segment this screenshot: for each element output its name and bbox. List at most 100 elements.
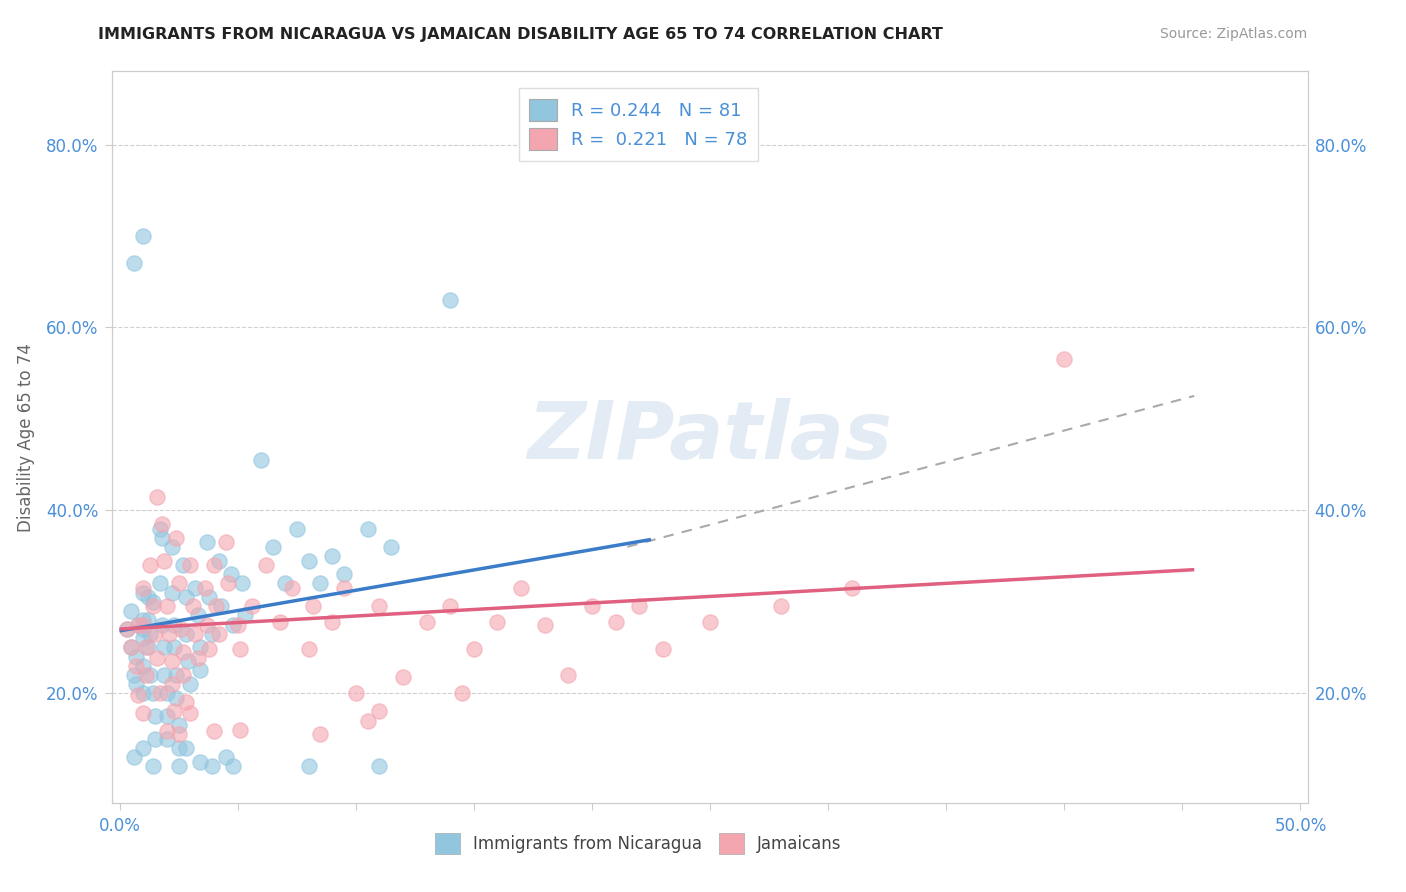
Legend: Immigrants from Nicaragua, Jamaicans: Immigrants from Nicaragua, Jamaicans (429, 827, 848, 860)
Point (297, 642, 319, 657)
Point (127, 617, 149, 632)
Point (149, 521, 172, 535)
Point (356, 521, 378, 535)
Point (139, 667, 162, 681)
Point (120, 640, 142, 655)
Point (229, 642, 252, 657)
Point (605, 615, 627, 629)
Point (184, 626, 207, 640)
Point (115, 622, 138, 636)
Point (463, 642, 485, 657)
Point (136, 640, 159, 655)
Point (165, 531, 187, 545)
Point (219, 567, 242, 582)
Point (149, 576, 172, 591)
Point (132, 622, 155, 636)
Point (167, 718, 190, 732)
Point (122, 256, 145, 270)
Point (139, 558, 162, 573)
Point (222, 617, 245, 632)
Point (285, 521, 308, 535)
Point (215, 750, 238, 764)
Point (208, 626, 231, 640)
Point (309, 727, 332, 741)
Point (163, 640, 186, 655)
Point (184, 581, 207, 595)
Point (181, 599, 204, 614)
Point (208, 553, 231, 567)
Point (136, 613, 159, 627)
Point (172, 645, 194, 659)
Point (153, 553, 176, 567)
Point (174, 695, 197, 709)
Point (143, 709, 166, 723)
Point (186, 608, 208, 623)
Point (135, 667, 157, 681)
Point (150, 617, 173, 632)
Point (163, 705, 186, 719)
Point (132, 740, 155, 755)
Point (451, 686, 474, 700)
Point (146, 651, 169, 665)
Point (651, 642, 673, 657)
Point (142, 594, 165, 608)
Point (132, 706, 155, 721)
Point (439, 599, 461, 614)
Point (132, 585, 155, 599)
Point (122, 750, 145, 764)
Point (115, 622, 138, 636)
Point (156, 731, 179, 746)
Point (174, 740, 197, 755)
Point (841, 581, 863, 595)
Point (127, 617, 149, 632)
Point (297, 759, 319, 773)
Point (222, 759, 245, 773)
Point (250, 453, 273, 467)
Point (160, 677, 183, 691)
Point (380, 540, 402, 554)
Point (156, 686, 179, 700)
Point (198, 642, 221, 657)
Point (215, 535, 238, 549)
Point (209, 599, 232, 614)
Point (172, 558, 194, 573)
Point (146, 490, 169, 504)
Point (132, 617, 155, 632)
Point (120, 640, 142, 655)
Point (356, 714, 378, 728)
Point (127, 688, 149, 702)
Point (368, 705, 391, 719)
Point (160, 654, 183, 668)
Point (142, 686, 165, 700)
Point (149, 686, 172, 700)
Point (344, 686, 367, 700)
Point (142, 599, 165, 614)
Point (125, 649, 148, 664)
Point (132, 632, 155, 646)
Point (368, 599, 391, 614)
Point (150, 531, 173, 545)
Point (194, 581, 217, 595)
Point (143, 731, 166, 746)
Point (226, 617, 249, 632)
Point (132, 229, 155, 244)
Point (156, 599, 179, 614)
Point (132, 581, 155, 595)
Point (167, 576, 190, 591)
Point (157, 626, 180, 640)
Point (136, 590, 159, 604)
Point (195, 535, 218, 549)
Point (160, 540, 183, 554)
Y-axis label: Disability Age 65 to 74: Disability Age 65 to 74 (17, 343, 35, 532)
Point (125, 677, 148, 691)
Point (160, 585, 183, 599)
Point (156, 709, 179, 723)
Point (125, 658, 148, 673)
Point (188, 640, 211, 655)
Point (628, 599, 651, 614)
Point (143, 626, 166, 640)
Point (205, 599, 228, 614)
Point (179, 706, 201, 721)
Point (415, 615, 437, 629)
Point (132, 613, 155, 627)
